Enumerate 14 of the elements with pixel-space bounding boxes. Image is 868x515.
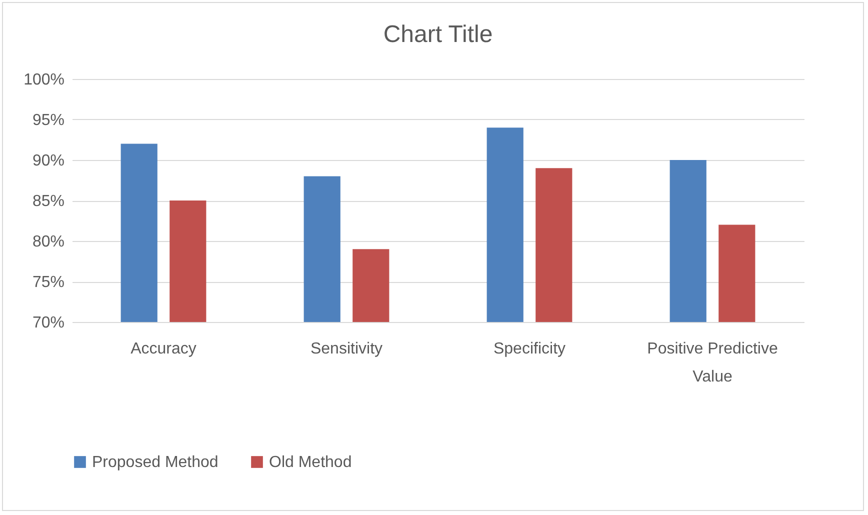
legend-label: Proposed Method xyxy=(92,454,218,471)
y-tick-label: 70% xyxy=(32,314,64,332)
chart-title: Chart Title xyxy=(383,21,493,48)
x-tick-label: Specificity xyxy=(493,340,566,358)
x-tick-label: Positive Predictive Value xyxy=(647,340,778,386)
y-tick-label: 95% xyxy=(32,112,64,129)
legend-label: Old Method xyxy=(269,454,352,471)
y-tick-label: 90% xyxy=(32,152,64,170)
x-tick-label: Sensitivity xyxy=(310,340,383,358)
y-tick-label: 85% xyxy=(32,193,64,210)
y-tick-label: 80% xyxy=(32,234,64,250)
y-tick-label: 100% xyxy=(24,72,64,88)
y-tick-label: 75% xyxy=(32,274,64,291)
x-tick-label: Accuracy xyxy=(130,340,196,358)
